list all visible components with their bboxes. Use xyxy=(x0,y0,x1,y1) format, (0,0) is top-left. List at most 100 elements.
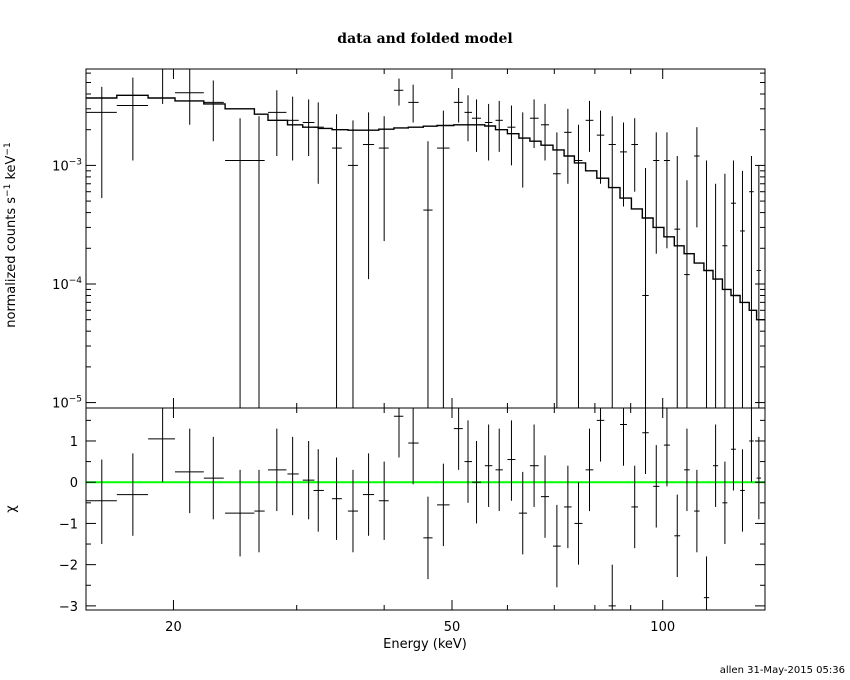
residuals-frame xyxy=(85,407,766,611)
residual-data-point xyxy=(453,408,463,470)
spectrum-y-axis-label: normalized counts s−1 keV−1 xyxy=(3,142,19,327)
residual-data-point xyxy=(174,428,204,514)
y-tick-label: 10−3 xyxy=(52,157,82,174)
spectrum-data-point xyxy=(174,69,204,125)
residual-data-point xyxy=(302,440,315,520)
folded-model-curve-group xyxy=(86,94,765,321)
residual-data-point xyxy=(332,457,342,540)
residual-data-point xyxy=(608,564,616,610)
residual-data-points xyxy=(86,408,762,610)
residual-data-point xyxy=(472,440,481,524)
residual-data-point xyxy=(722,461,728,545)
residual-data-point xyxy=(749,408,754,483)
spectrum-data-point xyxy=(608,116,616,408)
residual-data-point xyxy=(393,408,404,458)
y-tick-label: 0 xyxy=(70,476,78,491)
spectrum-data-point xyxy=(620,122,627,207)
spectrum-data-point xyxy=(674,156,681,408)
spectrum-data-point xyxy=(631,118,639,192)
residual-data-point xyxy=(713,424,719,507)
spectrum-data-point xyxy=(86,86,117,199)
spectrum-data-point xyxy=(225,118,255,408)
spectrum-data-point xyxy=(703,160,710,409)
residual-data-point xyxy=(437,463,450,547)
spectrum-data-point xyxy=(437,110,450,408)
residual-data-point xyxy=(495,428,503,512)
residual-data-point xyxy=(620,408,627,466)
spectrum-data-point xyxy=(302,99,315,157)
residual-data-point xyxy=(703,556,710,610)
spectrum-axis-ticks: 10−5 10−4 10−3 xyxy=(52,72,765,412)
spectrum-data-points xyxy=(86,68,762,409)
spectrum-panel: 10−5 10−4 10−3 xyxy=(52,68,766,412)
footer-timestamp: allen 31-May-2015 05:36 xyxy=(720,665,845,676)
spectrum-data-point xyxy=(453,87,463,123)
residual-data-point xyxy=(631,465,639,549)
spectrum-data-point xyxy=(393,78,404,106)
spectrum-data-point xyxy=(722,173,728,408)
spectrum-data-point xyxy=(203,80,224,142)
x-axis-label: Energy (keV) xyxy=(383,637,467,652)
residual-axis-ticks: −3 −2 −1 0 1 xyxy=(59,419,765,615)
residual-data-point xyxy=(540,455,550,538)
residual-data-point xyxy=(203,436,224,520)
residual-data-point xyxy=(674,494,681,578)
spectrum-data-point xyxy=(378,116,389,242)
spectrum-data-point xyxy=(518,112,528,188)
spectrum-data-point xyxy=(495,100,503,152)
spectrum-data-point xyxy=(408,84,419,123)
spectrum-data-point xyxy=(663,132,670,249)
spectrum-data-point xyxy=(332,114,342,408)
residual-data-point xyxy=(564,465,572,549)
x-tick-label: 100 xyxy=(650,620,675,635)
residual-data-point xyxy=(287,436,299,516)
residual-data-point xyxy=(148,408,175,483)
residual-data-point xyxy=(225,469,255,557)
residual-data-point xyxy=(423,496,433,580)
spectrum-data-point xyxy=(731,160,736,408)
spectrum-data-point xyxy=(472,99,481,152)
spectrum-data-point xyxy=(464,95,473,142)
spectrum-data-point xyxy=(756,165,762,408)
residual-data-point xyxy=(86,459,117,545)
spectrum-frame xyxy=(85,68,766,409)
residual-data-point xyxy=(347,469,358,553)
spectrum-data-point xyxy=(585,100,594,152)
residual-data-point xyxy=(574,482,583,565)
residual-data-point xyxy=(731,408,736,491)
y-tick-label: −2 xyxy=(59,559,78,574)
residual-data-point xyxy=(596,408,605,462)
spectrum-data-point xyxy=(596,110,605,184)
residual-data-point xyxy=(268,428,287,512)
spectrum-data-point xyxy=(574,124,583,408)
residual-data-point xyxy=(552,504,561,588)
spectrum-data-point xyxy=(347,120,358,408)
spectrum-data-point xyxy=(423,141,433,408)
spectrum-data-point xyxy=(529,99,539,149)
spectrum-data-point xyxy=(362,112,375,280)
y-tick-label: 10−4 xyxy=(52,276,82,293)
residual-data-point xyxy=(653,445,660,528)
spectrum-data-point xyxy=(287,96,299,161)
residual-data-point xyxy=(642,408,649,474)
residual-data-point xyxy=(684,428,690,512)
residual-data-point xyxy=(529,424,539,507)
y-tick-label: −3 xyxy=(59,600,78,615)
spectrum-data-point xyxy=(749,156,754,408)
residual-data-point xyxy=(254,469,265,553)
residual-data-point xyxy=(740,449,745,532)
residual-data-point xyxy=(362,453,375,536)
spectrum-data-point xyxy=(484,103,493,161)
spectrum-data-point xyxy=(552,132,561,408)
x-axis-ticks: 20 50 100 xyxy=(165,69,675,635)
residual-data-point xyxy=(464,420,473,503)
spectrum-data-point xyxy=(740,170,745,408)
spectrum-data-point xyxy=(653,132,660,254)
residual-data-point xyxy=(378,461,389,540)
x-tick-label: 50 xyxy=(444,620,461,635)
y-tick-label: −1 xyxy=(59,517,78,532)
residual-data-point xyxy=(313,449,324,532)
residual-data-point xyxy=(518,471,528,555)
spectrum-data-point xyxy=(540,103,550,161)
